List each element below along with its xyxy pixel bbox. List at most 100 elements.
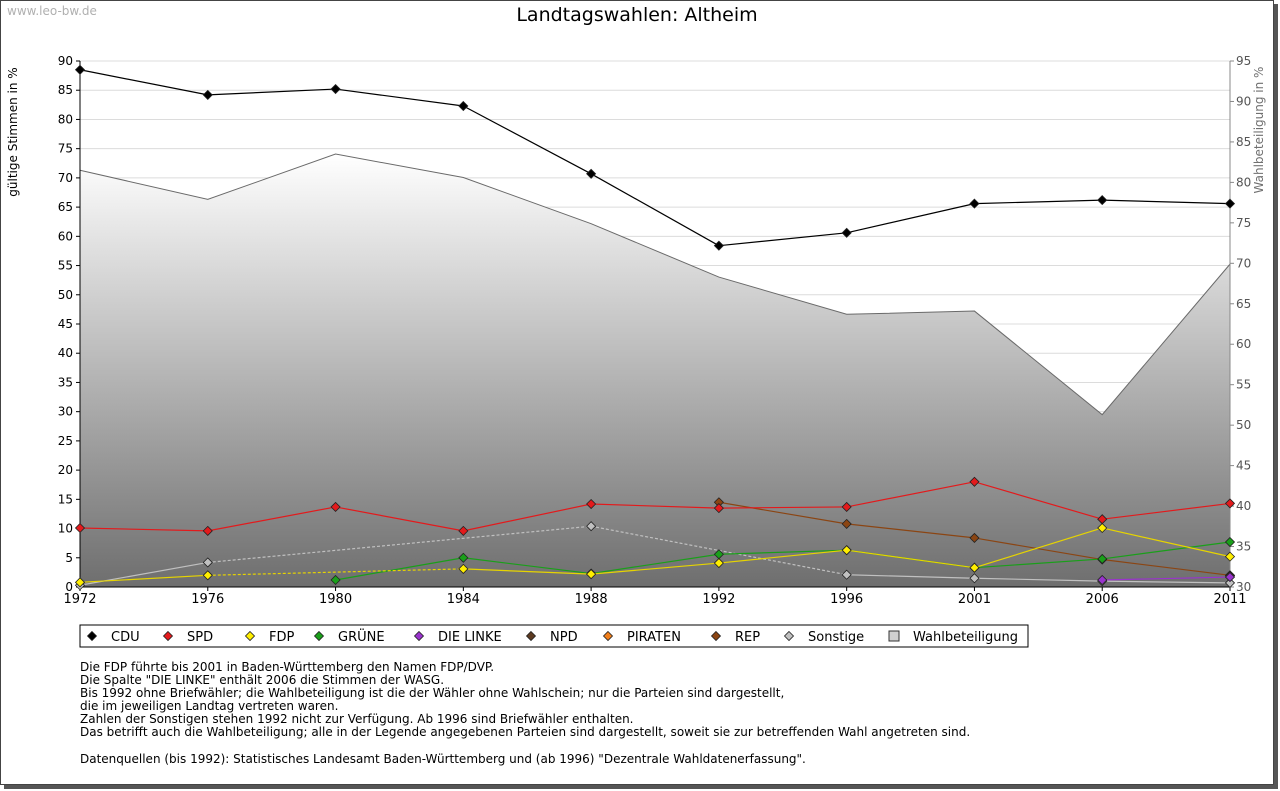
axes: 0 5 10 15 20 25 30 35 40 45 50 55 60 65 70 75 80 85 90 30 35… [58, 54, 1252, 607]
x-tick-label: 2001 [958, 592, 991, 607]
legend-label: CDU [111, 630, 140, 645]
y2-tick-label: 40 [1236, 499, 1251, 513]
series-line-grüne [591, 553, 719, 575]
data-point-fdp [969, 562, 980, 573]
series-line-sonstige [207, 525, 592, 564]
legend-box [79, 624, 1029, 648]
data-point-die-linke [1097, 574, 1108, 586]
series-line-cdu [1102, 199, 1231, 205]
data-point-sonstige [969, 573, 980, 584]
series-line-rep [1102, 558, 1231, 576]
series-line-fdp [718, 549, 847, 564]
y2-axis-label: Wahlbeteiligung in % [1252, 67, 1266, 194]
x-tick-label: 1996 [830, 592, 863, 607]
series-line-sonstige [1102, 580, 1231, 584]
legend-label: DIE LINKE [438, 630, 502, 645]
series-line-spd [335, 506, 464, 532]
data-point-cdu [841, 227, 852, 238]
chart-title: Landtagswahlen: Altheim [516, 4, 757, 26]
y-tick-label: 35 [58, 375, 73, 389]
y-tick-label: 0 [65, 580, 73, 594]
y-axis-label: gültige Stimmen in % [6, 67, 20, 196]
series-line-fdp [846, 549, 975, 569]
data-point-spd [202, 525, 213, 536]
series-line-grüne [463, 557, 592, 575]
series-line-cdu [718, 232, 847, 247]
data-point-fdp [202, 570, 213, 581]
data-point-cdu [1224, 198, 1236, 209]
y-tick-label: 10 [58, 522, 73, 536]
series-line-cdu [335, 88, 464, 107]
data-point-rep [841, 518, 852, 529]
legend-swatch [888, 630, 900, 642]
legend-marker [313, 630, 325, 642]
data-point-die-linke [1224, 571, 1236, 583]
x-tick-label: 1976 [191, 592, 224, 607]
series-line-spd [207, 506, 336, 532]
series-line-spd [1102, 502, 1231, 520]
legend-label: GRÜNE [338, 628, 385, 645]
turnout-area [79, 153, 1231, 588]
y2-tick-label: 65 [1236, 297, 1251, 311]
data-point-fdp [586, 569, 597, 580]
footnote: Die FDP führte bis 2001 in Baden-Württem… [80, 660, 495, 674]
y-tick-label: 70 [58, 171, 73, 185]
series-line-rep [846, 523, 975, 539]
x-tick-label: 2011 [1213, 592, 1246, 607]
data-point-spd [458, 525, 469, 536]
data-point-grüne [330, 574, 341, 586]
legend-marker [602, 630, 614, 642]
data-point-cdu [330, 83, 341, 95]
series-line-cdu [463, 105, 592, 175]
data-point-rep [969, 532, 980, 543]
data-point-sonstige [1224, 577, 1236, 588]
y-tick-label: 60 [58, 229, 73, 243]
legend-label: Wahlbeteiligung [913, 630, 1018, 645]
y2-tick-label: 70 [1236, 256, 1251, 270]
turnout-area-fill [80, 154, 1230, 588]
series-line-grüne [718, 549, 847, 555]
series-line-cdu [846, 203, 975, 234]
y-tick-label: 15 [58, 492, 73, 506]
y2-tick-label: 90 [1236, 94, 1251, 108]
y-tick-label: 65 [58, 200, 73, 214]
series-line-cdu [79, 69, 208, 96]
data-point-fdp [713, 557, 724, 569]
y-tick-label: 85 [58, 83, 73, 97]
legend-marker [710, 630, 722, 642]
data-point-cdu [202, 89, 213, 100]
data-point-fdp [74, 577, 86, 588]
series-line-fdp [463, 568, 592, 575]
data-point-cdu [74, 64, 86, 75]
x-tick-label: 1988 [575, 592, 608, 607]
y-tick-label: 25 [58, 434, 73, 448]
legend-marker [525, 630, 537, 642]
y2-tick-label: 50 [1236, 418, 1251, 432]
data-point-cdu [969, 198, 980, 209]
data-point-fdp [841, 545, 852, 556]
legend-marker [783, 630, 795, 642]
data-point-spd [969, 476, 980, 487]
series-line-rep [718, 501, 847, 525]
series-line-spd [846, 481, 975, 508]
y-tick-label: 45 [58, 317, 73, 331]
data-point-spd [713, 503, 724, 514]
legend-label: FDP [269, 630, 294, 645]
series-line-fdp [79, 574, 208, 583]
series-line-cdu [590, 173, 720, 247]
y-tick-label: 5 [65, 551, 73, 565]
legend-marker [86, 630, 98, 642]
legend-marker [244, 630, 256, 642]
data-point-spd [586, 498, 597, 510]
series-line-fdp [1102, 527, 1231, 558]
footnote: Die Spalte "DIE LINKE" enthält 2006 die … [80, 673, 445, 687]
legend-label: REP [735, 630, 760, 645]
y2-tick-label: 30 [1236, 580, 1251, 594]
data-sources: Datenquellen (bis 1992): Statistisches L… [80, 752, 806, 766]
x-tick-label: 1980 [319, 592, 352, 607]
series-line-fdp [974, 527, 1103, 569]
footnotes: Die FDP führte bis 2001 in Baden-Württem… [80, 661, 970, 739]
y-tick-label: 40 [58, 346, 73, 360]
legend-label: NPD [550, 630, 578, 645]
